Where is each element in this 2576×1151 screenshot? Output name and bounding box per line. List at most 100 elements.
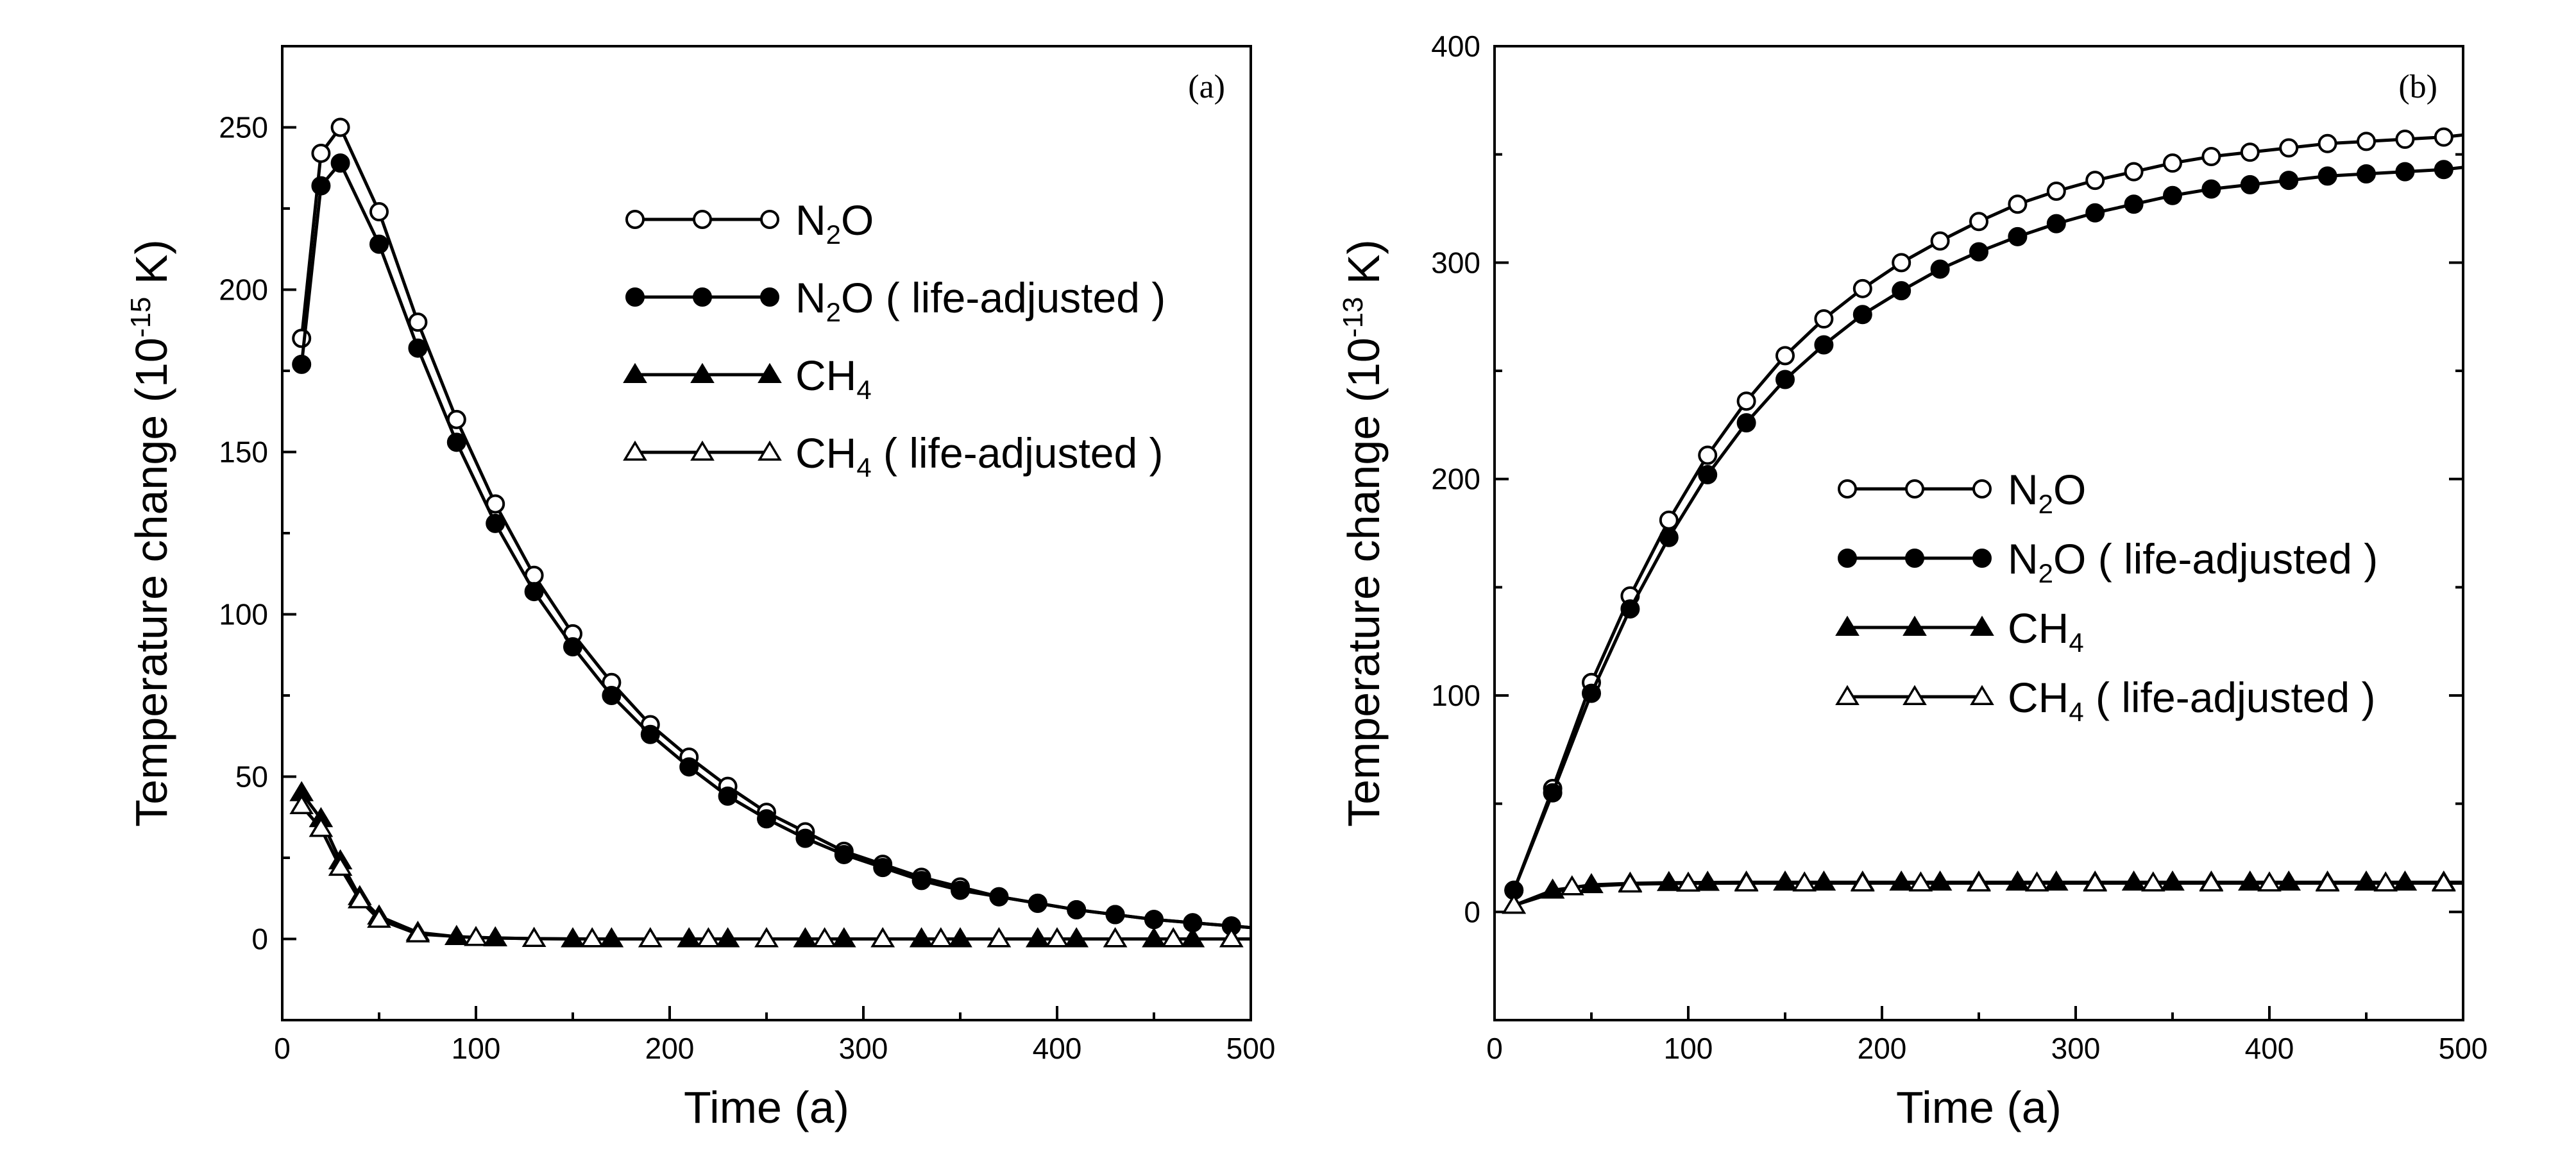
- data-point: [834, 844, 854, 864]
- data-point: [2199, 871, 2224, 892]
- legend-marker: [1902, 685, 1927, 705]
- data-point: [1736, 413, 1756, 432]
- y-axis-title: Temperature change (10-15 K): [125, 239, 176, 827]
- x-tick-label: 400: [2245, 1032, 2294, 1065]
- data-point: [2024, 871, 2049, 892]
- legend-marker: [1972, 549, 1992, 568]
- legend-marker: [690, 440, 715, 461]
- legend-label: N2O ( life-adjusted ): [795, 274, 1165, 327]
- data-point: [2121, 870, 2146, 891]
- y-axis-title-exponent: -15: [125, 297, 157, 338]
- legend-item: CH4: [623, 352, 872, 405]
- data-point: [2434, 160, 2453, 180]
- data-point: [1045, 927, 1069, 948]
- legend-marker: [1838, 549, 1857, 568]
- data-point: [1698, 445, 1718, 465]
- legend-marker: [1838, 479, 1857, 499]
- data-point: [1792, 871, 1817, 892]
- data-point: [464, 926, 488, 946]
- data-point: [2163, 153, 2182, 173]
- data-point: [1736, 391, 1756, 411]
- data-point: [330, 117, 350, 137]
- data-point: [2085, 171, 2105, 191]
- data-point: [2008, 226, 2028, 246]
- data-point: [1659, 527, 1679, 547]
- legend-label: N2O: [2008, 466, 2086, 519]
- data-point: [1656, 871, 1681, 891]
- legend-label: CH4 ( life-adjusted ): [2008, 674, 2376, 727]
- data-point: [2431, 871, 2456, 892]
- x-tick-label: 100: [1664, 1032, 1713, 1065]
- data-point: [1811, 870, 1836, 891]
- data-point: [718, 786, 738, 806]
- data-point: [2357, 164, 2376, 184]
- x-tick-label: 200: [1858, 1032, 1907, 1065]
- data-point: [757, 809, 776, 829]
- data-point: [951, 880, 970, 900]
- data-point: [289, 794, 314, 815]
- data-point: [1698, 465, 1718, 484]
- legend-marker: [1835, 685, 1860, 705]
- data-point: [1967, 871, 1991, 892]
- legend-marker: [690, 362, 715, 383]
- legend-marker: [623, 362, 647, 383]
- data-point: [1067, 899, 1087, 919]
- data-point: [1734, 871, 1759, 892]
- data-point: [1814, 309, 1834, 329]
- data-point: [2240, 142, 2260, 162]
- data-point: [330, 153, 350, 173]
- legend: N2O N2O ( life-adjusted ) CH4 CH4 ( life-ad…: [1835, 466, 2378, 727]
- data-point: [1219, 927, 1244, 948]
- data-point: [1103, 927, 1128, 948]
- data-point: [1930, 259, 1950, 279]
- data-point: [1618, 872, 1643, 893]
- data-point: [2354, 870, 2378, 891]
- legend-marker: [1835, 615, 1860, 636]
- data-point: [1543, 783, 1563, 803]
- data-point: [408, 338, 428, 358]
- data-point: [2279, 138, 2299, 158]
- legend-label: N2O ( life-adjusted ): [2008, 535, 2378, 588]
- data-point: [2276, 870, 2301, 891]
- panel-label: (b): [2398, 69, 2437, 105]
- legend-item: N2O: [1838, 466, 2086, 519]
- x-axis-title: Time (a): [684, 1082, 849, 1132]
- data-point: [524, 582, 544, 602]
- data-point: [2163, 185, 2182, 205]
- legend-marker: [760, 287, 779, 307]
- y-tick-label: 200: [1431, 463, 1480, 496]
- data-point: [2083, 871, 2108, 892]
- series-line: [1512, 166, 2463, 891]
- data-point: [292, 354, 312, 374]
- data-point: [928, 927, 953, 948]
- data-point: [640, 724, 660, 744]
- y-axis-title-unit: K): [126, 239, 176, 296]
- legend-marker: [758, 362, 782, 383]
- data-point: [1502, 893, 1527, 914]
- y-tick-label: 100: [219, 598, 268, 631]
- x-tick-label: 0: [1486, 1032, 1503, 1065]
- x-tick-label: 500: [2439, 1032, 2488, 1065]
- data-point: [602, 686, 622, 705]
- legend-marker: [1970, 685, 1994, 705]
- data-point: [2395, 162, 2415, 182]
- legend-item: CH4 ( life-adjusted ): [1835, 674, 2376, 727]
- y-tick-label: 400: [1431, 30, 1480, 63]
- y-tick-label: 0: [251, 923, 268, 956]
- data-point: [311, 143, 331, 163]
- legend-label: CH4: [795, 352, 872, 405]
- series-line: [1513, 881, 2463, 907]
- legend-item: CH4 ( life-adjusted ): [623, 429, 1164, 482]
- data-point: [446, 432, 466, 452]
- legend-marker: [693, 287, 712, 307]
- y-tick-label: 250: [219, 111, 268, 144]
- data-point: [2240, 175, 2260, 194]
- data-point: [309, 817, 334, 837]
- legend-marker: [1905, 479, 1924, 499]
- series-1: [1504, 160, 2463, 900]
- data-point: [2124, 162, 2144, 182]
- data-point: [1105, 905, 1125, 925]
- data-point: [2085, 203, 2105, 223]
- x-axis-title: Time (a): [1896, 1082, 2062, 1132]
- data-point: [292, 328, 312, 348]
